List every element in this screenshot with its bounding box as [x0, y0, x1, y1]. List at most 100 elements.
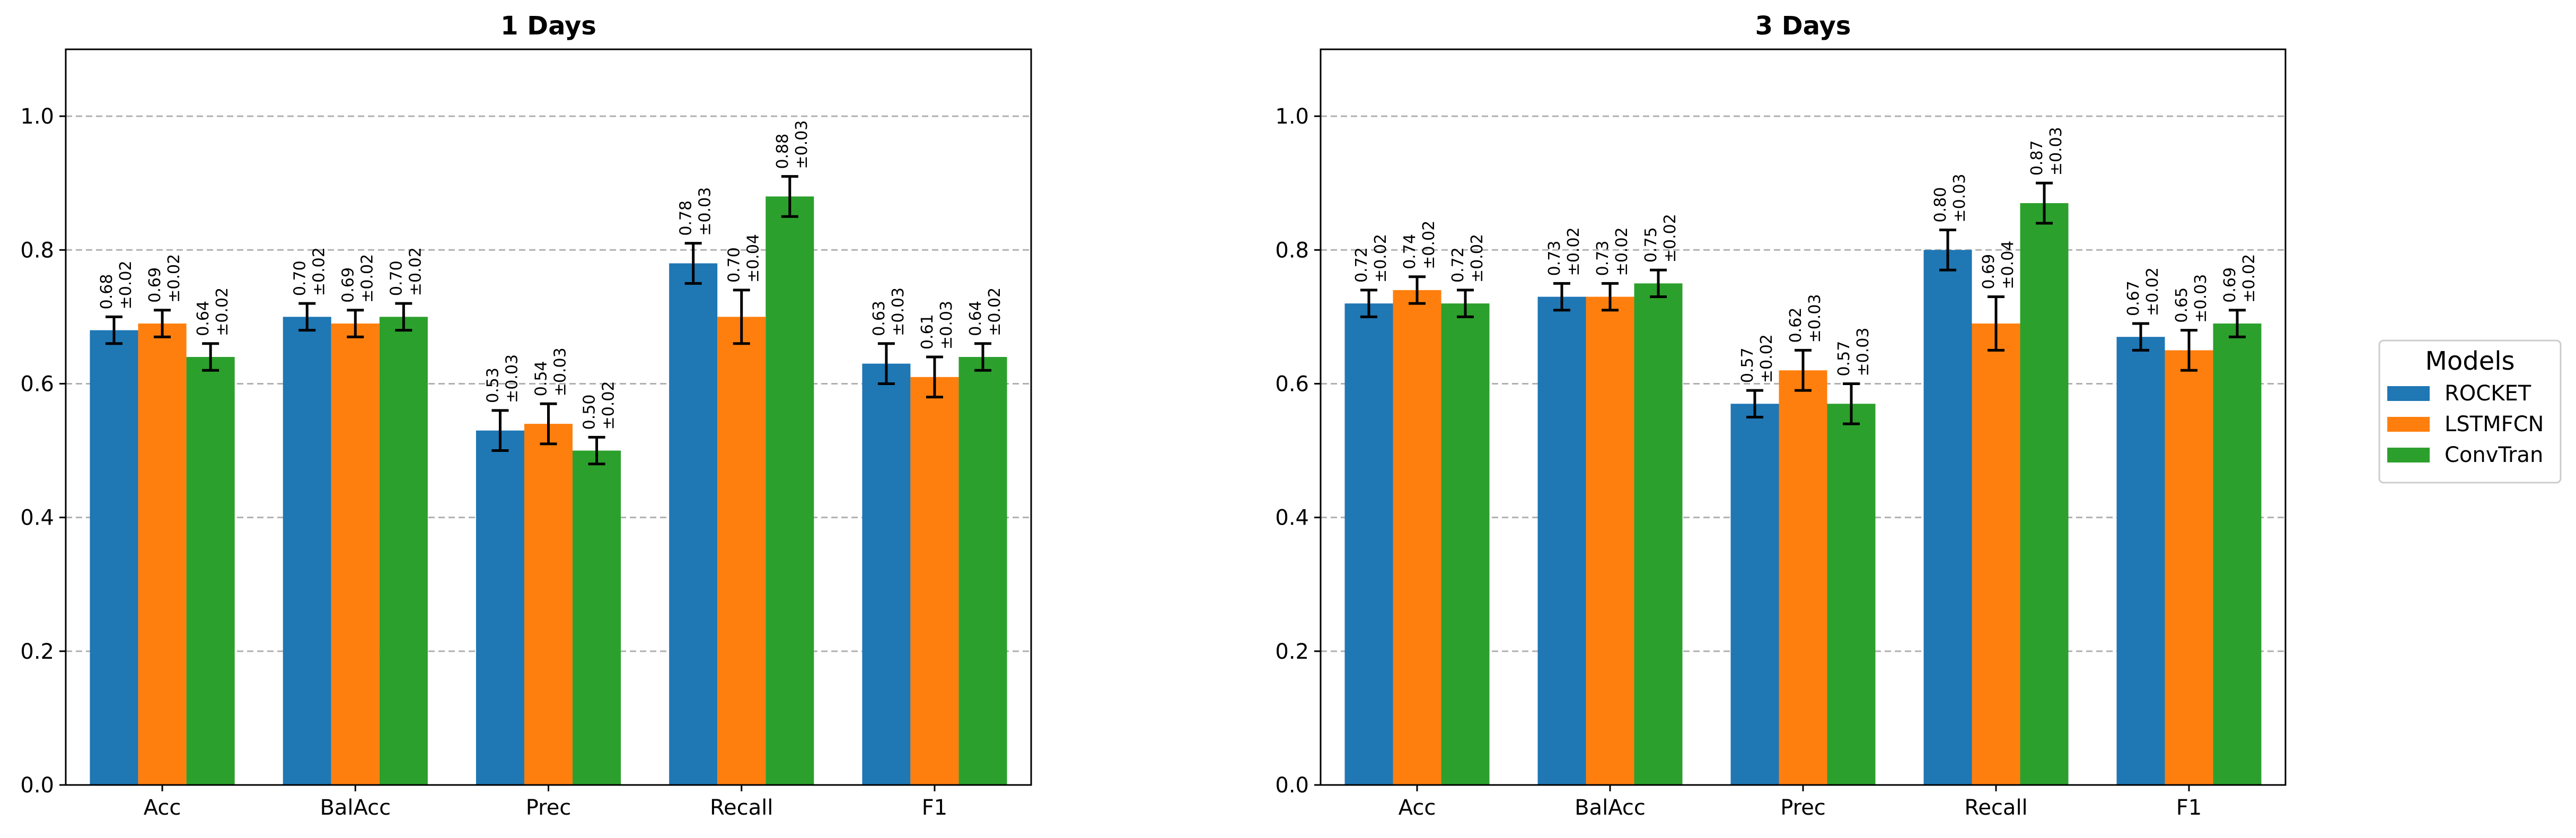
bar-label-rocket-prec: 0.53±0.03 — [483, 354, 521, 403]
bar-error-text: ±0.03 — [2047, 127, 2065, 176]
bar-error-text: ±0.02 — [406, 247, 425, 296]
bar-rocket-prec — [476, 430, 524, 785]
bar-error-text: ±0.02 — [165, 254, 183, 303]
bar-error-text: ±0.02 — [358, 254, 376, 303]
bar-error-text: ±0.03 — [793, 120, 811, 169]
bar-value-text: 0.50 — [581, 395, 599, 430]
bar-value-text: 0.73 — [1545, 241, 1564, 276]
bar-error-text: ±0.02 — [117, 260, 135, 309]
bar-rocket-acc — [90, 330, 138, 785]
bar-value-text: 0.57 — [1738, 347, 1757, 383]
bar-error-text: ±0.02 — [1468, 234, 1487, 283]
bar-convtran-prec — [573, 450, 621, 785]
bar-error-text: ±0.02 — [1757, 334, 1776, 383]
bar-error-text: ±0.03 — [503, 354, 521, 403]
y-tick-label: 0.2 — [20, 640, 54, 664]
bar-rocket-recall — [669, 263, 718, 785]
bar-label-convtran-prec: 0.50±0.02 — [581, 381, 618, 430]
plot-frame — [1320, 48, 2287, 786]
bar-value-text: 0.74 — [1401, 234, 1419, 269]
legend-swatch-rocket — [2387, 386, 2430, 401]
bar-label-lstmfcn-recall: 0.70±0.04 — [725, 234, 763, 283]
bar-error-text: ±0.02 — [2143, 267, 2162, 316]
bar-error-text: ±0.03 — [551, 347, 570, 396]
bar-rocket-f1 — [862, 363, 911, 785]
bar-value-text: 0.88 — [773, 134, 792, 169]
bar-label-convtran-recall: 0.88±0.03 — [773, 120, 811, 169]
legend-frame — [2378, 339, 2562, 484]
bar-rocket-balacc — [283, 317, 331, 785]
bar-label-lstmfcn-prec: 0.62±0.03 — [1787, 294, 1824, 343]
bar-label-convtran-prec: 0.57±0.03 — [1835, 328, 1872, 377]
bar-convtran-acc — [186, 357, 235, 785]
bar-error-text: ±0.04 — [744, 234, 763, 283]
bar-label-lstmfcn-f1: 0.61±0.03 — [918, 301, 956, 350]
bar-error-text: ±0.03 — [1854, 328, 1872, 377]
bar-value-text: 0.54 — [532, 361, 551, 396]
bar-convtran-balacc — [1634, 283, 1683, 785]
bar-convtran-recall — [766, 196, 814, 785]
bar-value-text: 0.62 — [1787, 308, 1805, 343]
y-tick-label: 0.0 — [20, 773, 54, 798]
bar-label-lstmfcn-acc: 0.69±0.02 — [146, 254, 183, 303]
bar-value-text: 0.72 — [1352, 247, 1371, 283]
bar-lstmfcn-prec — [1779, 370, 1827, 785]
bar-error-text: ±0.02 — [1420, 221, 1438, 269]
bar-value-text: 0.78 — [677, 200, 696, 236]
legend-item-convtran: ConvTran — [2387, 443, 2543, 467]
bar-convtran-prec — [1827, 404, 1876, 785]
bar-convtran-f1 — [2213, 323, 2262, 785]
bar-rocket-f1 — [2116, 337, 2165, 785]
bar-error-text: ±0.02 — [1371, 234, 1390, 283]
bar-value-text: 0.61 — [918, 314, 937, 350]
bar-value-text: 0.80 — [1931, 187, 1950, 223]
bar-value-text: 0.75 — [1642, 227, 1660, 263]
bar-value-text: 0.53 — [483, 368, 502, 403]
bar-label-lstmfcn-balacc: 0.69±0.02 — [339, 254, 376, 303]
bar-error-text: ±0.02 — [310, 247, 328, 296]
legend-item-rocket: ROCKET — [2387, 381, 2531, 406]
x-tick-label-acc: Acc — [1399, 796, 1436, 820]
bar-error-text: ±0.02 — [1564, 227, 1583, 276]
legend-swatch-convtran — [2387, 448, 2430, 462]
bar-label-rocket-balacc: 0.73±0.02 — [1545, 227, 1583, 276]
bar-lstmfcn-balacc — [1586, 296, 1634, 785]
bar-value-text: 0.72 — [1449, 247, 1467, 283]
legend: Models ROCKET LSTMFCN ConvTran — [2378, 339, 2562, 484]
bar-rocket-prec — [1730, 404, 1779, 785]
y-tick-label: 0.6 — [1275, 372, 1309, 396]
bar-label-convtran-f1: 0.69±0.02 — [2221, 254, 2258, 303]
bar-error-text: ±0.02 — [2240, 254, 2258, 303]
bar-value-text: 0.64 — [194, 301, 213, 336]
bar-value-text: 0.70 — [291, 260, 309, 296]
bar-label-rocket-acc: 0.72±0.02 — [1352, 234, 1390, 283]
bar-label-rocket-acc: 0.68±0.02 — [98, 260, 135, 309]
bar-label-rocket-f1: 0.67±0.02 — [2124, 267, 2162, 316]
bar-value-text: 0.69 — [146, 267, 164, 303]
bar-lstmfcn-f1 — [910, 377, 959, 785]
x-tick-label-recall: Recall — [1964, 796, 2027, 820]
bar-error-text: ±0.02 — [1661, 214, 1680, 263]
bar-error-text: ±0.02 — [213, 287, 232, 336]
bar-lstmfcn-balacc — [331, 323, 380, 785]
bar-lstmfcn-acc — [138, 323, 187, 785]
legend-label-convtran: ConvTran — [2445, 443, 2543, 467]
bar-lstmfcn-f1 — [2165, 350, 2213, 785]
y-tick-label: 0.4 — [1275, 506, 1309, 530]
bar-convtran-recall — [2020, 203, 2069, 785]
bar-lstmfcn-prec — [524, 424, 573, 785]
legend-title: Models — [2425, 346, 2515, 376]
bar-value-text: 0.69 — [339, 267, 357, 303]
chart-title: 3 Days — [1755, 11, 1851, 41]
bar-error-text: ±0.03 — [1806, 294, 1824, 343]
bar-error-text: ±0.03 — [696, 187, 715, 236]
bar-value-text: 0.65 — [2173, 287, 2191, 323]
bar-label-convtran-acc: 0.72±0.02 — [1449, 234, 1487, 283]
y-tick-label: 1.0 — [1275, 104, 1309, 129]
bar-convtran-acc — [1441, 303, 1490, 785]
bar-error-text: ±0.03 — [2192, 274, 2210, 323]
bar-value-text: 0.69 — [1980, 254, 1998, 290]
y-tick-label: 0.0 — [1275, 773, 1309, 798]
y-tick-label: 0.6 — [20, 372, 54, 396]
